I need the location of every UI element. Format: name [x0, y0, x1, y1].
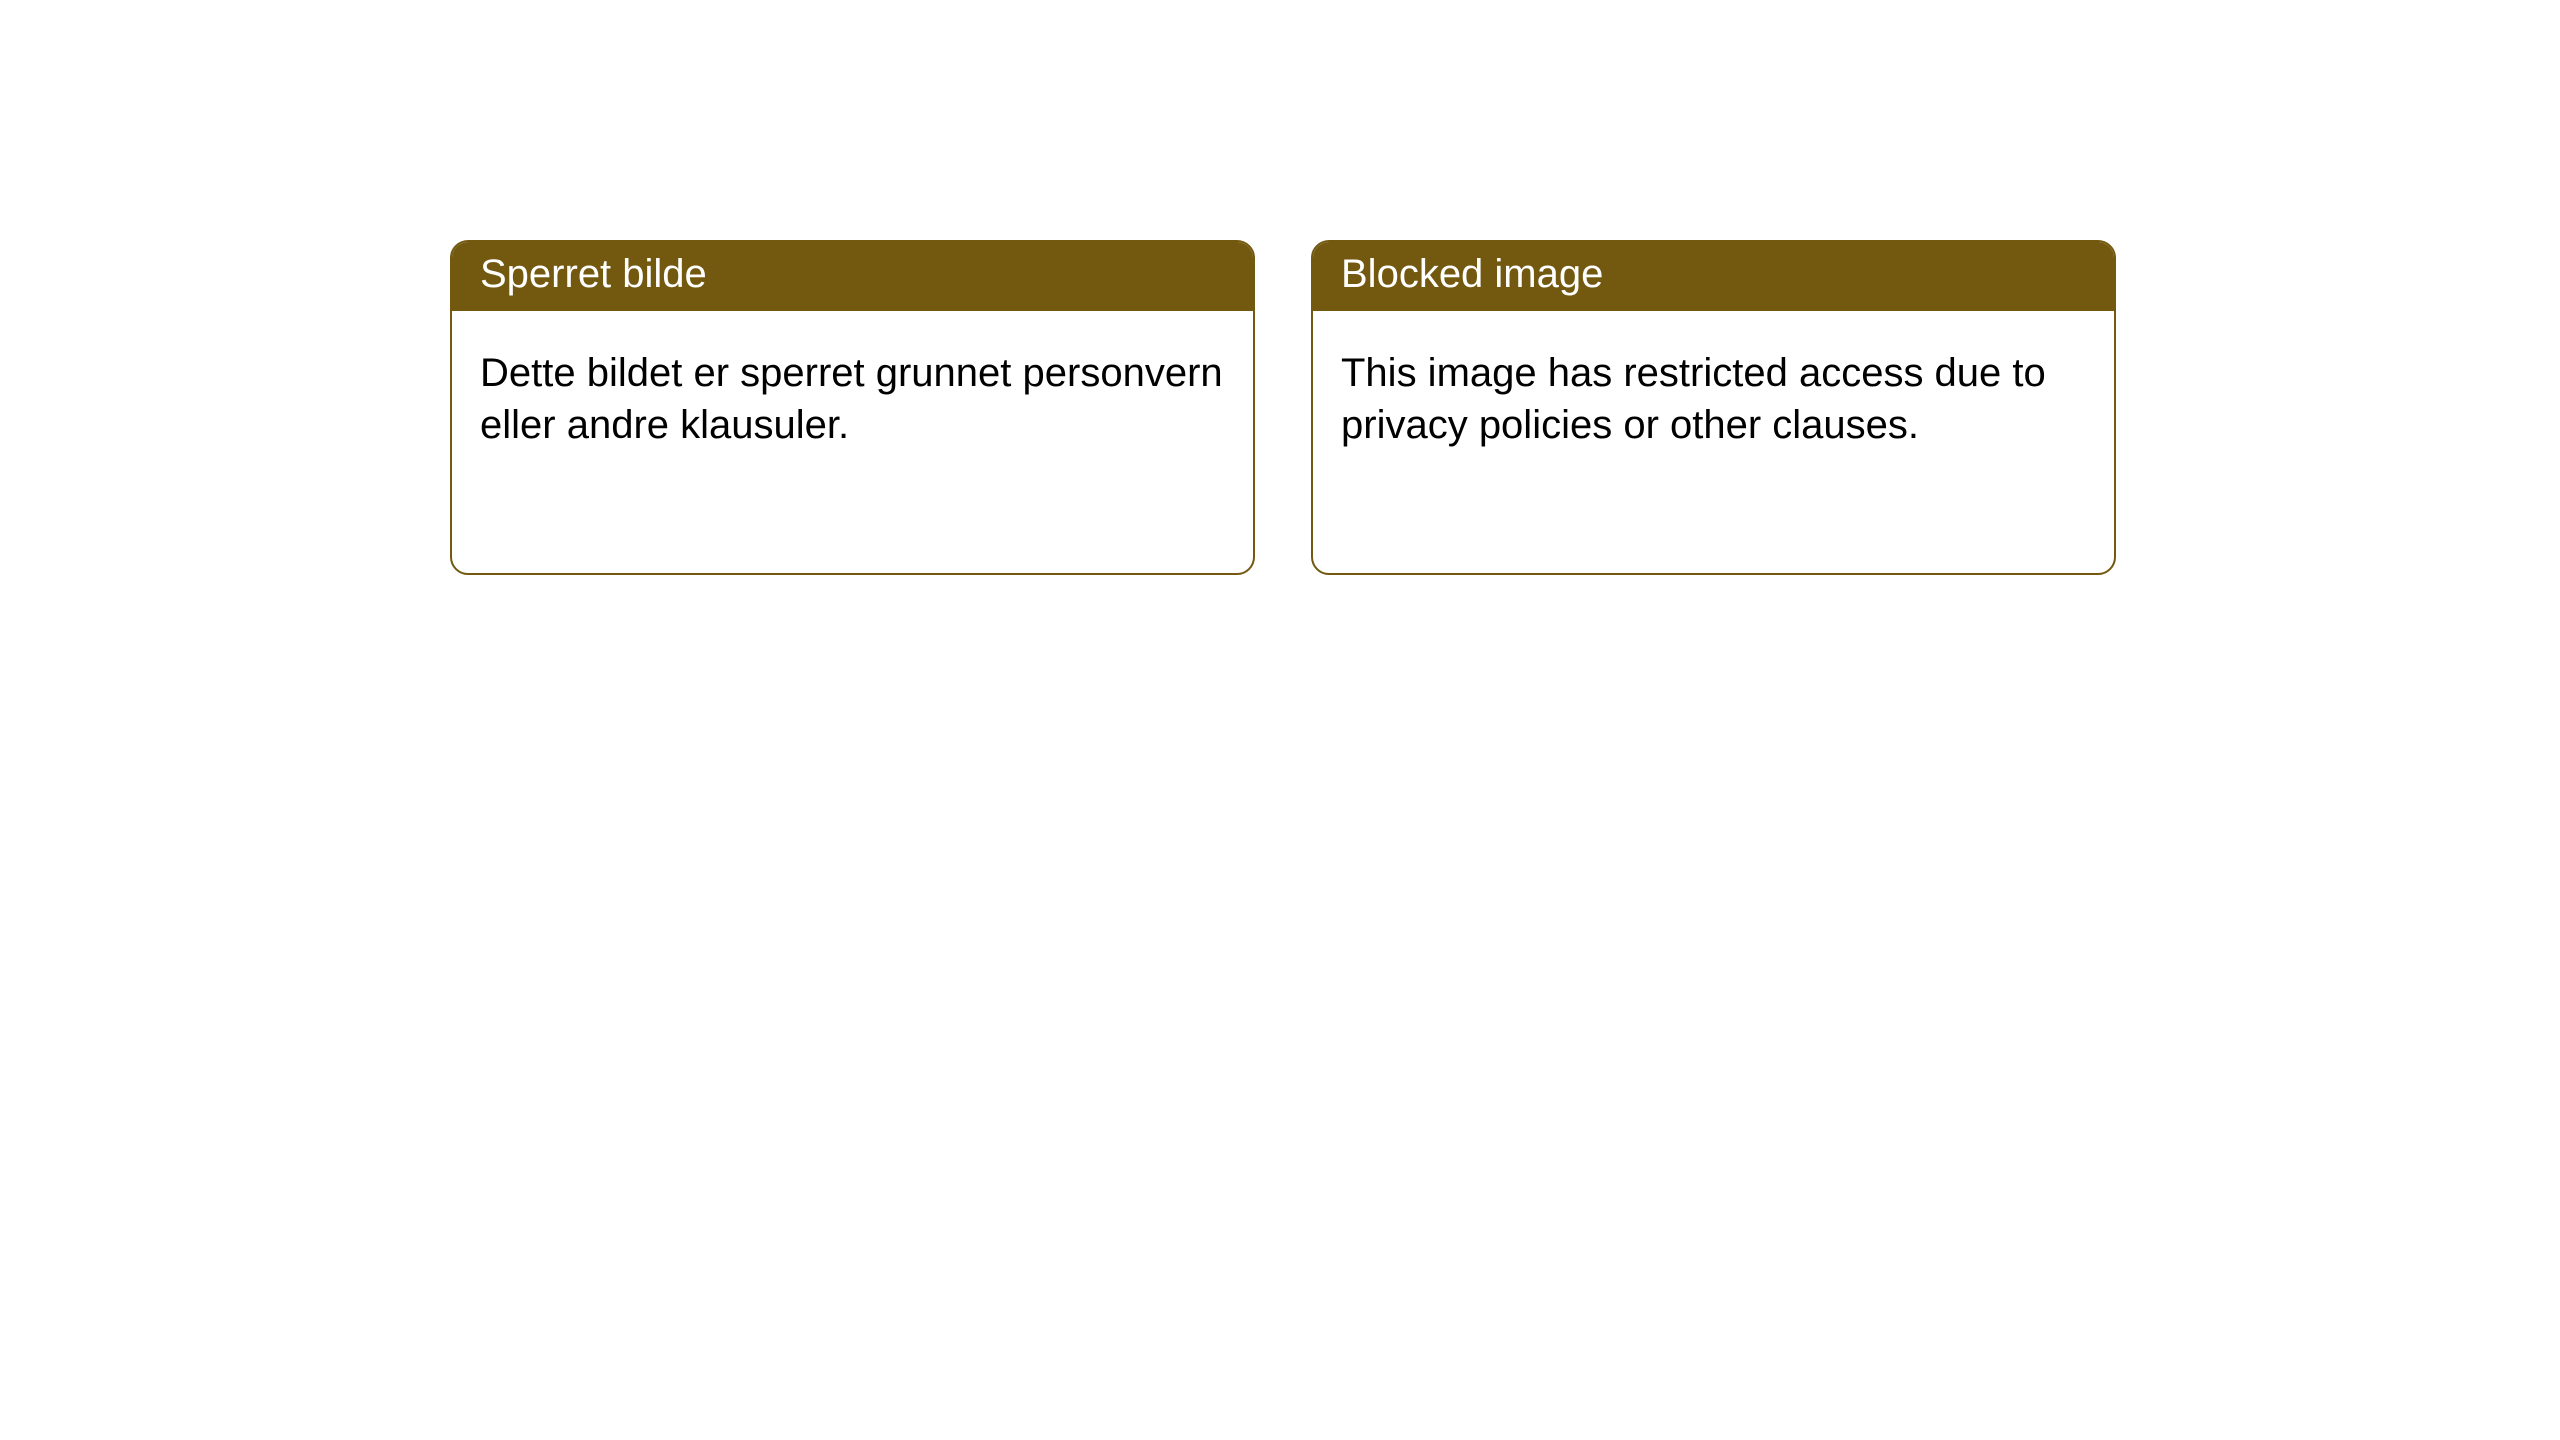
- notice-header-english: Blocked image: [1313, 242, 2114, 311]
- notice-container: Sperret bilde Dette bildet er sperret gr…: [0, 0, 2560, 575]
- notice-body-english: This image has restricted access due to …: [1313, 311, 2114, 487]
- notice-header-norwegian: Sperret bilde: [452, 242, 1253, 311]
- notice-body-norwegian: Dette bildet er sperret grunnet personve…: [452, 311, 1253, 487]
- notice-card-english: Blocked image This image has restricted …: [1311, 240, 2116, 575]
- notice-card-norwegian: Sperret bilde Dette bildet er sperret gr…: [450, 240, 1255, 575]
